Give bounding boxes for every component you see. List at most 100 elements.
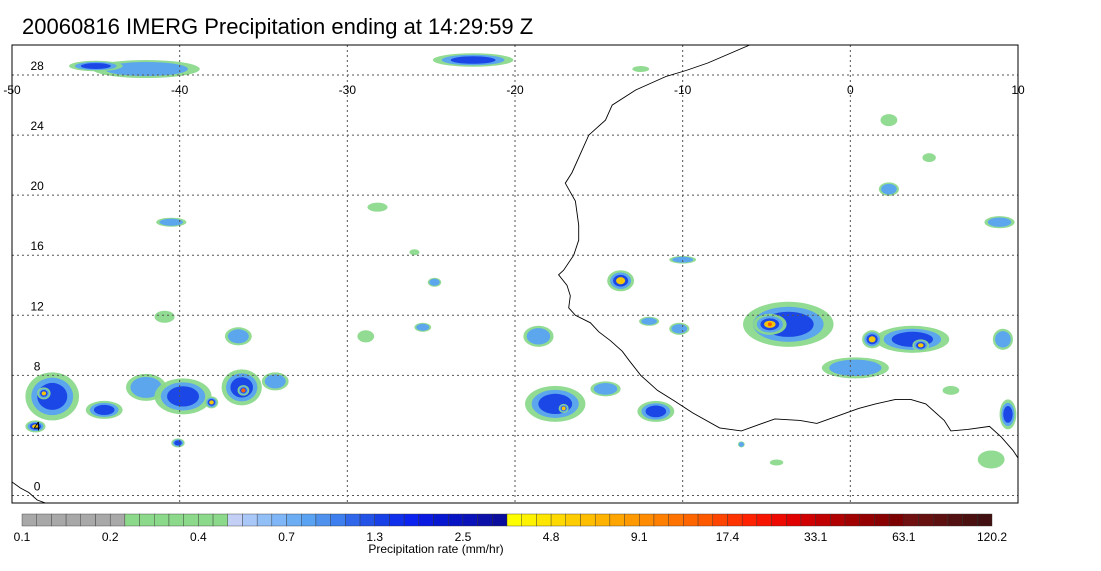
colorbar-swatch: [888, 513, 905, 527]
colorbar-label: 63.1: [892, 530, 916, 544]
precip-cell-28-level-5: [241, 388, 246, 393]
precip-cell-16-level-2: [995, 331, 1011, 348]
lat-label: 20: [30, 179, 44, 193]
precip-cell-9-level-5: [767, 322, 772, 327]
precip-cell-36-level-4: [561, 406, 566, 411]
colorbar-swatch: [212, 513, 228, 527]
precip-cell-46-level-1: [880, 114, 898, 127]
precip-cell-1-level-3: [80, 63, 111, 69]
south-america-coastline: [12, 481, 46, 503]
precip-cell-47-level-1: [942, 385, 960, 395]
colorbar-swatch: [448, 513, 464, 527]
colorbar-label: 120.2: [977, 530, 1007, 544]
precip-cell-39-level-2: [641, 317, 657, 325]
colorbar-label: 0.7: [278, 530, 295, 544]
colorbar-swatch: [183, 513, 199, 527]
colorbar-swatch: [624, 513, 640, 527]
precip-cell-3-level-1: [632, 66, 650, 73]
precip-cell-22-level-4: [32, 424, 39, 429]
colorbar-swatch: [741, 513, 758, 527]
precip-cell-32-level-1: [357, 330, 375, 343]
latitude-labels: 0 4 8 12 16 20 24 28: [30, 59, 44, 493]
colorbar-label: 4.8: [543, 530, 560, 544]
colorbar-swatch: [506, 513, 522, 527]
lon-label: 10: [1011, 83, 1025, 97]
colorbar-swatch: [786, 513, 802, 527]
colorbar-swatch: [198, 513, 214, 527]
colorbar-label: 2.5: [455, 530, 472, 544]
precip-cell-33-level-2: [416, 323, 430, 331]
lat-label: 4: [34, 419, 41, 433]
colorbar-label: 0.2: [102, 530, 119, 544]
colorbar-swatch: [594, 513, 611, 527]
lat-label: 0: [34, 479, 41, 493]
colorbar: [21, 513, 993, 527]
precip-cell-7-level-4: [616, 277, 626, 285]
colorbar-swatch: [580, 513, 596, 527]
colorbar-swatch: [168, 513, 184, 527]
colorbar-swatch: [80, 513, 96, 527]
precip-cell-37-level-2: [593, 383, 618, 395]
colorbar-swatch: [683, 513, 699, 527]
lat-label: 24: [30, 119, 44, 133]
colorbar-swatch: [844, 513, 860, 527]
precip-cell-21-level-4: [41, 391, 47, 396]
precip-cell-25-level-3: [167, 386, 199, 407]
colorbar-swatch: [918, 513, 934, 527]
colorbar-swatch: [756, 513, 772, 527]
precip-cell-38-level-3: [645, 405, 667, 418]
colorbar-swatch: [962, 513, 978, 527]
colorbar-swatch: [154, 513, 170, 527]
colorbar-swatch: [403, 513, 420, 527]
colorbar-swatch: [668, 513, 684, 527]
lat-label: 28: [30, 59, 44, 73]
colorbar-swatch: [712, 513, 728, 527]
lat-label: 16: [30, 239, 44, 253]
map-title: 20060816 IMERG Precipitation ending at 1…: [22, 14, 534, 39]
africa-coastline: [557, 45, 1018, 459]
precip-cell-15-level-4: [917, 343, 924, 348]
colorbar-swatch: [536, 513, 552, 527]
colorbar-swatch: [286, 513, 302, 527]
longitude-labels: -50 -40 -30 -20 -10 0 10: [3, 83, 1025, 97]
colorbar-swatch: [492, 513, 508, 527]
colorbar-swatch: [977, 513, 993, 527]
colorbar-swatch: [124, 513, 140, 527]
precip-cell-6-level-2: [672, 256, 694, 263]
precip-cell-26-level-4: [209, 400, 214, 405]
precip-cell-17-level-2: [829, 359, 882, 377]
colorbar-swatch: [771, 513, 787, 527]
colorbar-swatch: [830, 513, 846, 527]
colorbar-swatch: [51, 513, 67, 527]
colorbar-swatch: [65, 513, 81, 527]
colorbar-swatch: [271, 513, 287, 527]
precip-cell-12-level-2: [987, 217, 1012, 227]
colorbar-swatch: [727, 513, 743, 527]
colorbar-swatch: [256, 513, 273, 527]
colorbar-swatch: [903, 513, 919, 527]
colorbar-swatch: [345, 513, 361, 527]
colorbar-swatch: [462, 513, 478, 527]
lon-label: -30: [339, 83, 357, 97]
colorbar-swatch: [815, 513, 831, 527]
lon-label: -20: [506, 83, 524, 97]
colorbar-label: 0.1: [14, 530, 31, 544]
colorbar-swatch: [609, 513, 625, 527]
colorbar-labels: 0.1 0.2 0.4 0.7 1.3 2.5 4.8 9.1 17.4 33.1 63.1 120.…: [14, 530, 1008, 544]
colorbar-swatch: [301, 513, 317, 527]
colorbar-swatch: [859, 513, 875, 527]
precip-cell-14-level-4: [868, 336, 876, 343]
colorbar-swatch: [947, 513, 963, 527]
colorbar-label: 0.4: [190, 530, 207, 544]
precip-cell-24-level-2: [130, 376, 162, 398]
lon-label: -50: [3, 83, 21, 97]
precip-cell-19-level-1: [977, 450, 1005, 469]
colorbar-swatch: [565, 513, 581, 527]
colorbar-swatch: [418, 513, 434, 527]
colorbar-swatch: [477, 513, 493, 527]
colorbar-swatch: [330, 513, 346, 527]
precip-cell-43-level-1: [154, 310, 175, 323]
precip-cell-31-level-3: [174, 440, 182, 446]
colorbar-label: 17.4: [716, 530, 740, 544]
